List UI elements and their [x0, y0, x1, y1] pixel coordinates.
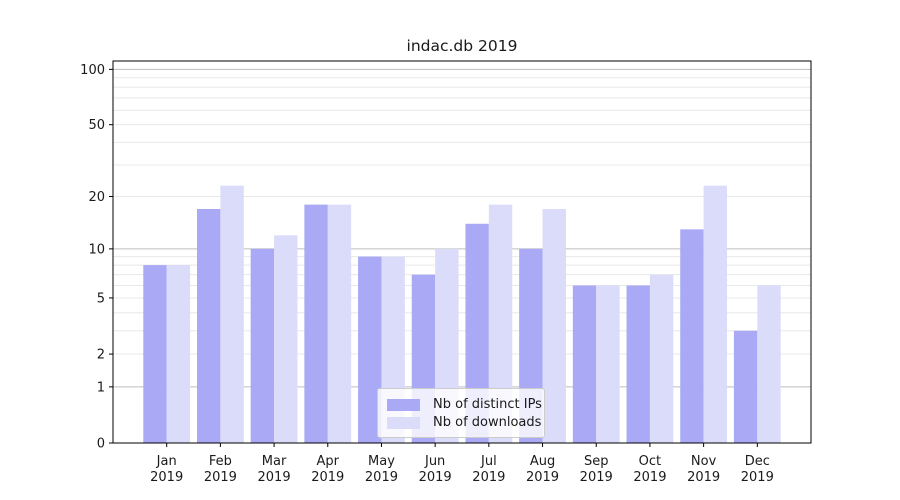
- x-tick-label-month: Aug: [530, 454, 555, 469]
- legend-label-downloads: Nb of downloads: [433, 415, 542, 430]
- x-tick-label-month: Apr: [317, 454, 340, 469]
- legend-entry-distinct-ips: Nb of distinct IPs: [387, 396, 542, 413]
- x-tick-label-month: Mar: [262, 454, 287, 469]
- y-tick-label: 100: [80, 63, 105, 78]
- x-tick-label-year: 2019: [365, 470, 398, 485]
- x-tick-label-month: Nov: [691, 454, 717, 469]
- x-tick-label-year: 2019: [687, 470, 720, 485]
- bar-distinct-ips: [572, 285, 597, 443]
- x-tick-label-year: 2019: [472, 470, 505, 485]
- bar-distinct-ips: [250, 248, 275, 443]
- x-tick-label-month: Feb: [209, 454, 232, 469]
- x-tick-label-month: Oct: [639, 454, 661, 469]
- bar-downloads: [757, 285, 781, 443]
- legend-label-distinct-ips: Nb of distinct IPs: [433, 397, 542, 412]
- x-tick-label-month: Jul: [480, 454, 497, 469]
- legend-swatch-downloads: [387, 416, 420, 429]
- bar-downloads: [596, 285, 620, 443]
- bar-distinct-ips: [358, 256, 382, 443]
- bar-distinct-ips: [304, 204, 328, 443]
- chart-title: indac.db 2019: [406, 37, 518, 55]
- x-tick-label-month: Sep: [584, 454, 609, 469]
- bar-distinct-ips: [143, 265, 167, 443]
- y-tick-label: 2: [97, 348, 105, 363]
- bar-distinct-ips: [733, 330, 758, 443]
- x-tick-label-year: 2019: [741, 470, 774, 485]
- y-tick-label: 20: [88, 190, 105, 205]
- bar-downloads: [488, 204, 513, 443]
- bar-distinct-ips: [196, 209, 221, 443]
- bar-downloads: [166, 265, 191, 443]
- bar-downloads: [274, 235, 298, 443]
- x-tick-label-year: 2019: [526, 470, 559, 485]
- x-tick-label-year: 2019: [258, 470, 291, 485]
- bar-distinct-ips: [680, 229, 704, 443]
- y-tick-label: 5: [97, 291, 105, 306]
- bar-downloads: [220, 185, 244, 443]
- bar-downloads: [542, 209, 566, 443]
- x-tick-label-year: 2019: [633, 470, 666, 485]
- y-tick-label: 10: [88, 242, 105, 257]
- y-tick-label: 50: [88, 118, 105, 133]
- x-tick-label-year: 2019: [150, 470, 183, 485]
- bar-downloads: [649, 274, 674, 443]
- bar-distinct-ips: [626, 285, 650, 443]
- y-tick-label: 1: [97, 380, 105, 395]
- x-tick-label-year: 2019: [311, 470, 344, 485]
- plot-border: [112, 60, 812, 444]
- x-tick-label-month: May: [368, 454, 395, 469]
- legend-swatch-distinct-ips: [387, 398, 420, 411]
- x-tick-label-month: Jun: [424, 454, 445, 469]
- x-tick-label-month: Dec: [745, 454, 770, 469]
- x-tick-label-month: Jan: [156, 454, 177, 469]
- y-tick-label: 0: [97, 437, 105, 452]
- x-tick-label-year: 2019: [419, 470, 452, 485]
- legend: Nb of distinct IPs Nb of downloads: [377, 388, 545, 438]
- bar-downloads: [703, 185, 728, 443]
- legend-entry-downloads: Nb of downloads: [387, 414, 541, 431]
- x-tick-label-year: 2019: [580, 470, 613, 485]
- x-tick-label-year: 2019: [204, 470, 237, 485]
- bar-downloads: [327, 204, 352, 443]
